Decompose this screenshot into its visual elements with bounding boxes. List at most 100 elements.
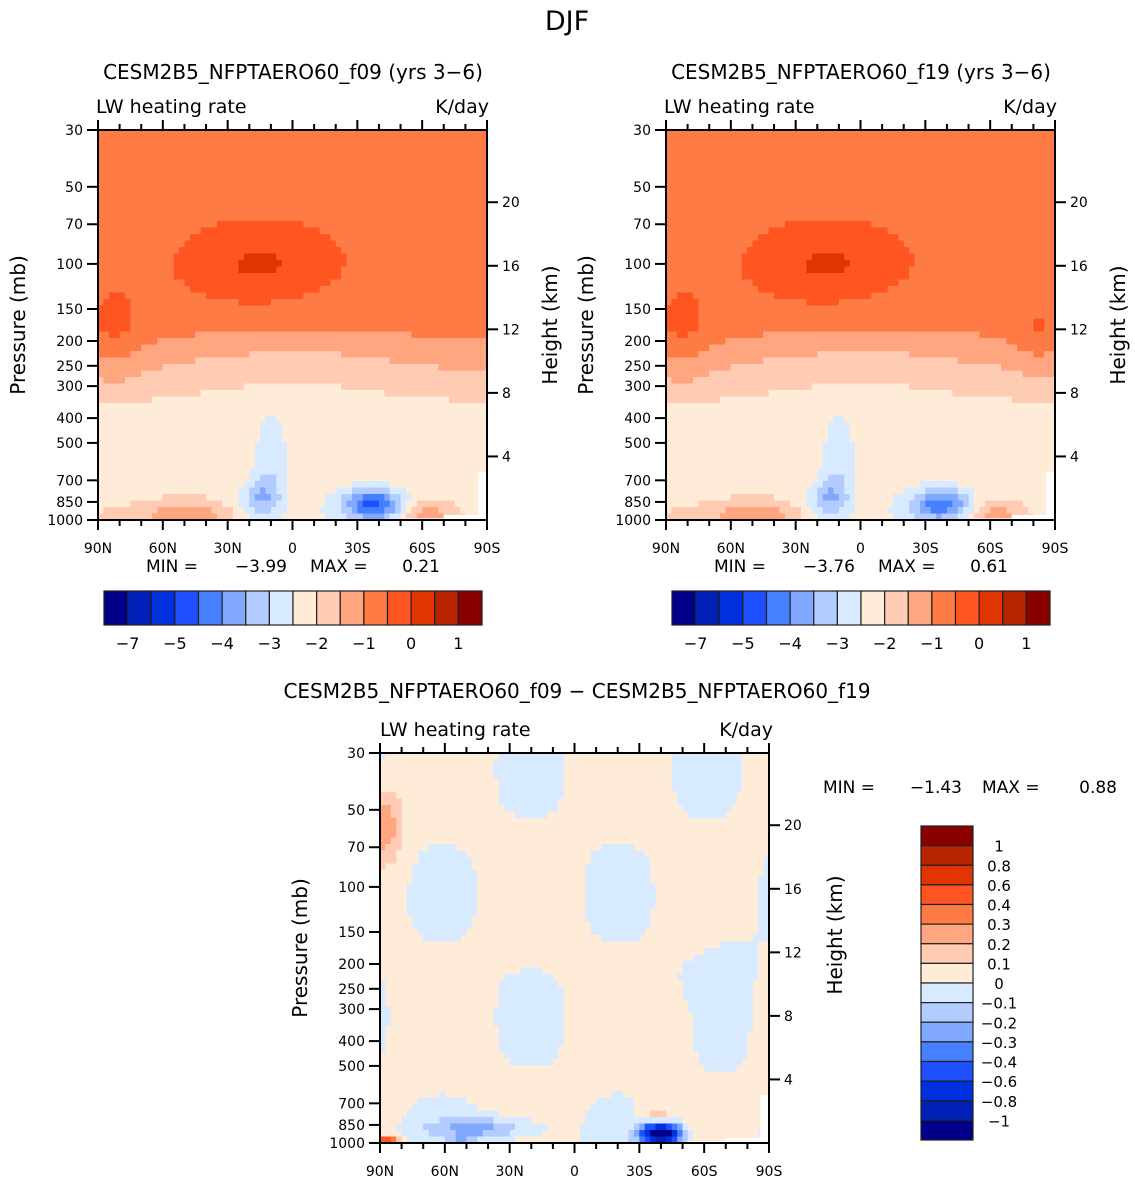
contour-cell [297, 227, 304, 235]
contour-cell [119, 487, 126, 495]
contour-cell [346, 299, 353, 307]
contour-cell [432, 279, 439, 287]
contour-cell [395, 422, 402, 430]
contour-cell [395, 435, 402, 443]
contour-cell [314, 208, 321, 216]
contour-cell [346, 149, 353, 157]
contour-cell [254, 455, 261, 463]
contour-cell [162, 507, 169, 515]
contour-cell [152, 227, 159, 235]
contour-cell [1011, 169, 1018, 177]
contour-cell [189, 435, 196, 443]
contour-cell [146, 435, 153, 443]
contour-cell [265, 195, 272, 203]
contour-cell [227, 500, 234, 508]
contour-cell [968, 169, 975, 177]
contour-cell [362, 461, 369, 469]
contour-cell [108, 136, 115, 144]
contour-cell [378, 149, 385, 157]
contour-cell [162, 435, 169, 443]
contour-cell [443, 136, 450, 144]
contour-cell [341, 260, 348, 268]
contour-cell [216, 143, 223, 151]
contour-cell [747, 130, 754, 138]
contour-cell [400, 383, 407, 391]
contour-cell [319, 396, 326, 404]
contour-cell [206, 299, 213, 307]
contour-cell [162, 130, 169, 138]
contour-cell [162, 234, 169, 242]
contour-cell [351, 474, 358, 482]
contour-cell [357, 331, 364, 339]
contour-cell [173, 130, 180, 138]
contour-cell [173, 318, 180, 326]
contour-cell [855, 136, 862, 144]
contour-cell [184, 221, 191, 229]
contour-cell [254, 435, 261, 443]
contour-cell [211, 162, 218, 170]
contour-cell [335, 442, 342, 450]
contour-cell [687, 149, 694, 157]
contour-cell [314, 162, 321, 170]
contour-cell [314, 377, 321, 385]
contour-cell [260, 136, 267, 144]
contour-cell [422, 136, 429, 144]
contour-cell [222, 429, 229, 437]
contour-cell [243, 416, 250, 424]
contour-cell [427, 253, 434, 261]
contour-cell [211, 429, 218, 437]
contour-cell [168, 409, 175, 417]
contour-cell [693, 149, 700, 157]
contour-cell [141, 312, 148, 320]
contour-cell [422, 390, 429, 398]
contour-cell [303, 214, 310, 222]
contour-cell [184, 240, 191, 248]
contour-cell [173, 227, 180, 235]
contour-cell [341, 325, 348, 333]
contour-cell [184, 182, 191, 190]
contour-cell [465, 455, 472, 463]
contour-cell [389, 273, 396, 281]
contour-cell [768, 156, 775, 164]
contour-cell [222, 403, 229, 411]
y-tick-label: 850 [56, 495, 83, 511]
contour-cell [243, 182, 250, 190]
contour-cell [173, 305, 180, 313]
contour-cell [416, 364, 423, 372]
contour-cell [438, 481, 445, 489]
contour-cell [276, 188, 283, 196]
contour-cell [152, 325, 159, 333]
contour-cell [249, 364, 256, 372]
contour-cell [162, 442, 169, 450]
colorbar-swatch [174, 590, 200, 626]
contour-cell [784, 149, 791, 157]
contour-cell [168, 396, 175, 404]
contour-cell [141, 201, 148, 209]
contour-cell [454, 422, 461, 430]
contour-cell [368, 247, 375, 255]
contour-cell [227, 325, 234, 333]
contour-cell [443, 338, 450, 346]
contour-cell [346, 227, 353, 235]
contour-cell [459, 286, 466, 294]
contour-cell [362, 130, 369, 138]
contour-cell [292, 149, 299, 157]
contour-cell [168, 279, 175, 287]
contour-cell [481, 370, 488, 378]
contour-cell [400, 318, 407, 326]
contour-cell [222, 221, 229, 229]
contour-cell [335, 292, 342, 300]
contour-cell [287, 201, 294, 209]
contour-cell [411, 299, 418, 307]
contour-cell [119, 351, 126, 359]
contour-cell [427, 461, 434, 469]
contour-cell [287, 240, 294, 248]
contour-cell [211, 442, 218, 450]
y-tick-label: 150 [56, 302, 83, 318]
contour-cell [368, 390, 375, 398]
contour-cell [459, 201, 466, 209]
contour-cell [211, 416, 218, 424]
contour-cell [281, 149, 288, 157]
contour-cell [341, 461, 348, 469]
contour-cell [162, 487, 169, 495]
